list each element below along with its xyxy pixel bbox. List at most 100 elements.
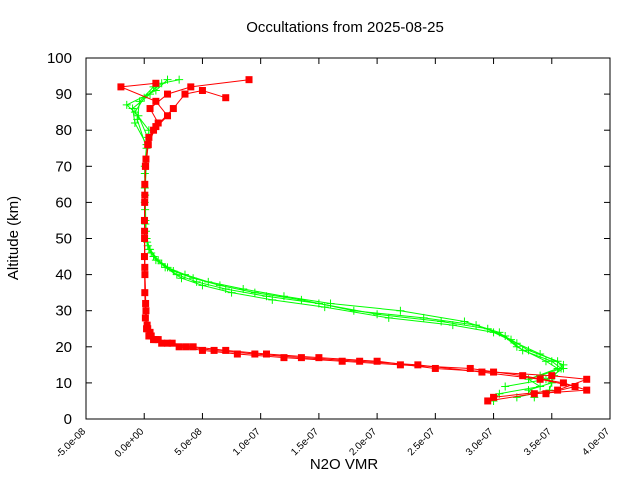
data-point (141, 227, 149, 235)
data-point (536, 375, 544, 383)
data-point (152, 79, 160, 87)
data-point (489, 328, 498, 337)
data-point (192, 277, 201, 286)
data-point (215, 281, 224, 290)
data-point (147, 332, 155, 340)
y-tick-label: 40 (55, 267, 72, 284)
data-point (164, 339, 172, 347)
data-point (524, 346, 533, 355)
data-point (164, 90, 172, 98)
data-point (466, 364, 474, 372)
x-tick-label: 1.0e-07 (231, 426, 263, 458)
data-point (168, 339, 176, 347)
x-tick-label: -5.0e-08 (54, 426, 88, 460)
data-point (142, 162, 150, 170)
data-point (144, 325, 152, 333)
data-point (448, 321, 457, 330)
data-point (542, 390, 550, 398)
data-point (583, 386, 591, 394)
data-point (133, 115, 142, 124)
y-axis-ticks: 0 10 20 30 40 50 60 70 80 90 100 (47, 50, 610, 428)
data-point (169, 105, 177, 113)
data-point (571, 383, 579, 391)
data-point (419, 313, 428, 322)
data-point (175, 343, 183, 351)
y-tick-label: 60 (55, 194, 72, 211)
data-point (250, 288, 259, 297)
x-tick-label: 5.0e-08 (173, 426, 205, 458)
data-point (198, 86, 206, 94)
y-tick-label: 80 (55, 122, 72, 139)
data-point (396, 306, 405, 315)
x-tick-label: 2.0e-07 (347, 426, 379, 458)
data-point (373, 310, 382, 319)
data-point (315, 354, 323, 362)
data-point (396, 361, 404, 369)
y-tick-label: 30 (55, 303, 72, 320)
data-point (152, 123, 160, 131)
data-point (182, 343, 190, 351)
data-point (142, 299, 150, 307)
data-point (141, 191, 149, 199)
data-point (501, 382, 510, 391)
data-point (227, 288, 236, 297)
y-tick-label: 10 (55, 375, 72, 392)
data-point (135, 97, 144, 106)
data-point (130, 108, 139, 117)
data-point (164, 112, 172, 120)
x-tick-label: 4.0e-07 (580, 426, 612, 458)
x-tick-label: 1.5e-07 (289, 426, 321, 458)
data-point (161, 263, 170, 272)
data-point (233, 350, 241, 358)
data-point (122, 100, 131, 109)
data-point (512, 339, 521, 348)
data-point (177, 274, 186, 283)
data-point (189, 343, 197, 351)
data-point (478, 368, 486, 376)
data-point (559, 379, 567, 387)
data-point (356, 357, 364, 365)
data-point (583, 375, 591, 383)
y-tick-label: 90 (55, 86, 72, 103)
plot-data (117, 75, 591, 405)
data-point (198, 281, 207, 290)
series-0-profile-0-line (132, 86, 559, 402)
data-point (150, 126, 158, 134)
data-point (431, 364, 439, 372)
data-point (373, 357, 381, 365)
data-point (141, 314, 149, 322)
data-point (490, 393, 498, 401)
data-point (414, 361, 422, 369)
data-point (146, 328, 154, 336)
x-tick-label: 3.5e-07 (522, 426, 554, 458)
data-point (210, 346, 218, 354)
data-point (297, 295, 306, 304)
data-point (154, 119, 162, 127)
data-point (245, 76, 253, 84)
x-tick-label: 3.0e-07 (464, 426, 496, 458)
data-point (149, 252, 158, 261)
x-tick-label: 2.5e-07 (406, 426, 438, 458)
data-point (187, 83, 195, 91)
data-point (519, 372, 527, 380)
data-point (524, 386, 533, 395)
chart-title: Occultations from 2025-08-25 (246, 19, 444, 36)
series-0-profile-2-line (134, 79, 565, 387)
data-point (222, 94, 230, 102)
data-point (175, 75, 184, 84)
data-point (297, 354, 305, 362)
data-point (530, 390, 538, 398)
data-point (146, 105, 154, 113)
data-point (554, 386, 562, 394)
data-point (222, 346, 230, 354)
data-point (490, 368, 498, 376)
y-tick-label: 50 (55, 231, 72, 248)
data-point (268, 295, 277, 304)
data-point (472, 321, 481, 330)
data-point (117, 83, 125, 91)
data-point (141, 289, 149, 297)
data-point (145, 133, 153, 141)
data-point (143, 321, 151, 329)
data-point (251, 350, 259, 358)
